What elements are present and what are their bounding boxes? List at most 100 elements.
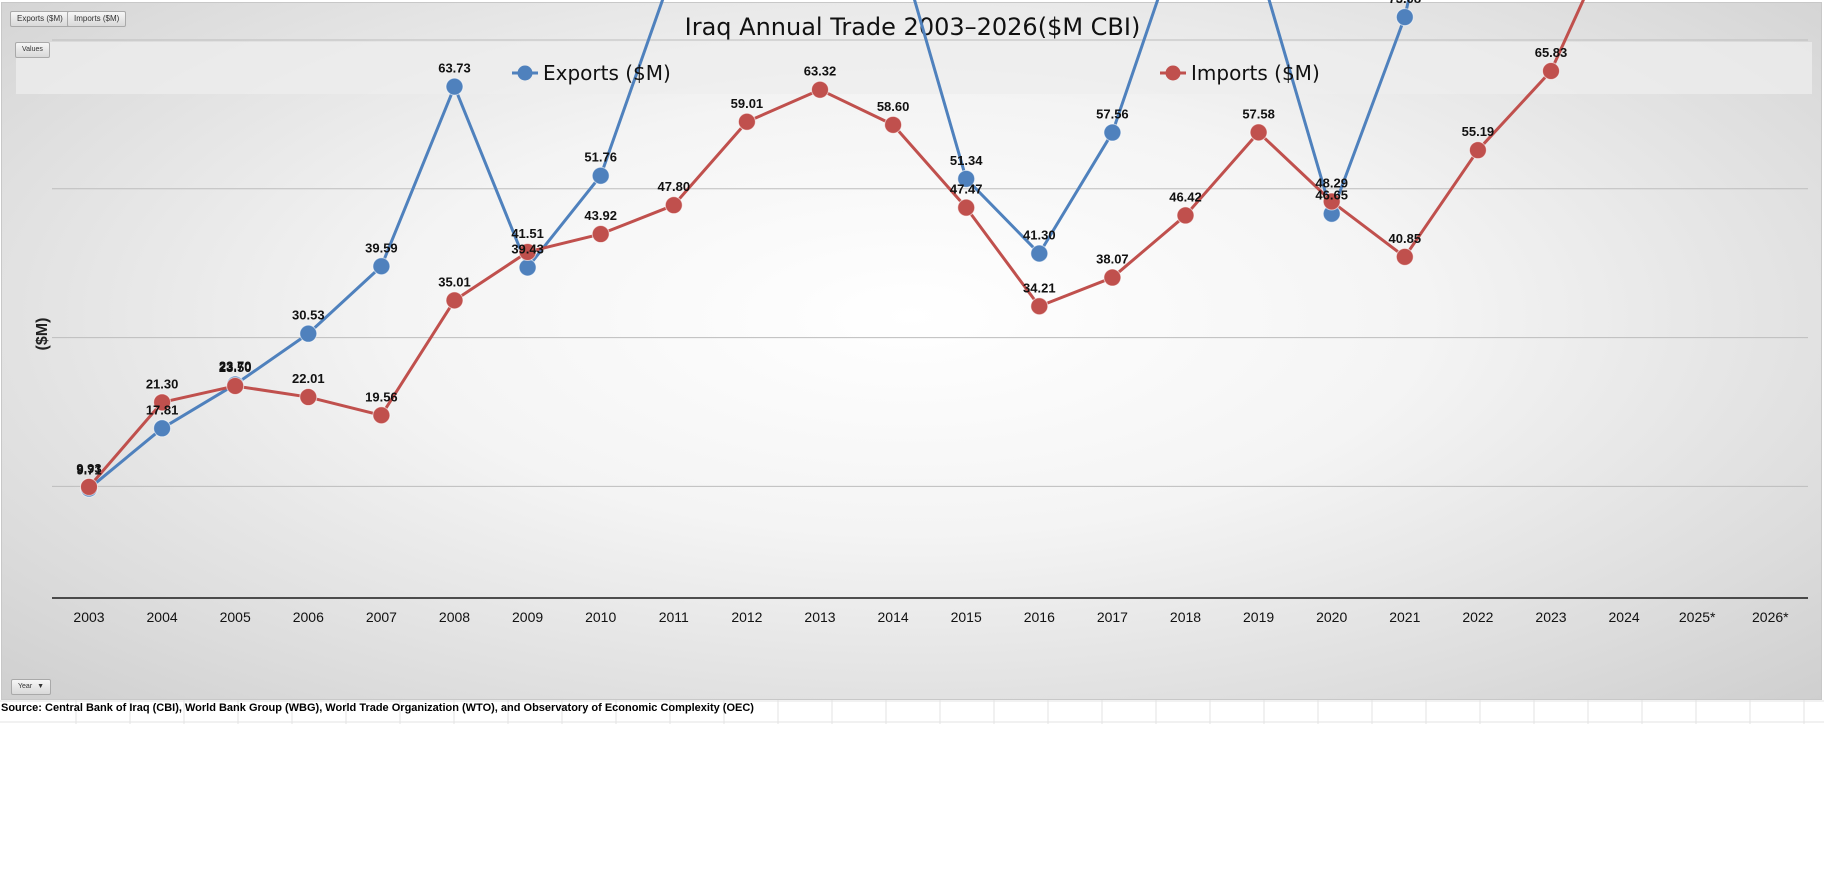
- x-tick-label: 2010: [585, 609, 616, 625]
- imports-data-label: 59.01: [731, 96, 764, 111]
- imports-point: [1322, 192, 1341, 211]
- imports-data-label: 55.19: [1462, 124, 1495, 139]
- imports-data-label: 22.01: [292, 371, 325, 386]
- exports-data-label: 30.53: [292, 308, 325, 323]
- imports-data-label: 46.42: [1169, 189, 1202, 204]
- exports-data-label: 9.71: [76, 463, 101, 478]
- x-tick-label: 2025*: [1679, 609, 1716, 625]
- imports-data-label: 35.01: [438, 274, 471, 289]
- imports-point: [299, 388, 318, 407]
- x-tick-label: 2012: [731, 609, 762, 625]
- legend-band: [16, 42, 1812, 94]
- exports-data-label: 39.43: [511, 241, 544, 256]
- x-tick-label: 2023: [1535, 609, 1566, 625]
- x-tick-label: 2020: [1316, 609, 1347, 625]
- exports-point: [372, 257, 391, 276]
- chart-area: Exports ($M) Imports ($M) Values Year ▼ …: [1, 2, 1822, 700]
- imports-data-label: 40.85: [1389, 231, 1422, 246]
- x-tick-label: 2017: [1097, 609, 1128, 625]
- exports-point: [445, 77, 464, 96]
- exports-point: [957, 169, 976, 188]
- exports-data-label: 39.59: [365, 240, 398, 255]
- exports-data-label: 46.65: [1315, 188, 1348, 203]
- x-tick-label: 2021: [1389, 609, 1420, 625]
- exports-data-label: 41.30: [1023, 228, 1056, 243]
- imports-data-label: 47.80: [658, 179, 691, 194]
- chevron-down-icon: ▼: [37, 683, 45, 690]
- x-tick-label: 2008: [439, 609, 470, 625]
- x-tick-label: 2005: [220, 609, 251, 625]
- exports-point: [1030, 244, 1049, 263]
- legend-marker: [1165, 65, 1181, 81]
- imports-data-label: 19.56: [365, 389, 398, 404]
- x-tick-label: 2024: [1609, 609, 1640, 625]
- imports-point: [518, 242, 537, 261]
- imports-point: [153, 393, 172, 412]
- x-tick-label: 2018: [1170, 609, 1201, 625]
- x-tick-label: 2019: [1243, 609, 1274, 625]
- exports-data-label: 51.34: [950, 153, 983, 168]
- exports-point: [299, 324, 318, 343]
- exports-data-label: 63.73: [438, 61, 471, 76]
- exports-data-label: 57.56: [1096, 107, 1129, 122]
- exports-data-label: 73.08: [1389, 0, 1422, 6]
- imports-point: [957, 198, 976, 217]
- imports-point: [1103, 268, 1122, 287]
- imports-data-label: 21.30: [146, 376, 179, 391]
- x-tick-label: 2013: [804, 609, 835, 625]
- imports-data-label: 43.92: [584, 208, 617, 223]
- imports-point: [226, 376, 245, 395]
- legend-imports-label: Imports ($M): [1191, 61, 1320, 85]
- imports-data-label: 63.32: [804, 64, 837, 79]
- legend-marker: [517, 65, 533, 81]
- exports-data-label: 51.76: [584, 150, 617, 165]
- imports-data-label: 23.50: [219, 360, 252, 375]
- x-tick-label: 2014: [878, 609, 909, 625]
- imports-point: [737, 112, 756, 131]
- imports-point: [1468, 141, 1487, 160]
- imports-data-label: 38.07: [1096, 252, 1129, 267]
- imports-point: [1249, 123, 1268, 142]
- exports-data-label: 17.81: [146, 402, 179, 417]
- imports-point: [372, 406, 391, 425]
- chart-plot: 2003 2004 2005 2006 2007 2008 2009 2010 2011 2012…: [52, 0, 1808, 625]
- imports-data-label: 58.60: [877, 99, 910, 114]
- imports-point: [591, 225, 610, 244]
- source-note: Source: Central Bank of Iraq (CBI), Worl…: [1, 702, 754, 714]
- imports-point: [664, 196, 683, 215]
- exports-point: [591, 166, 610, 185]
- x-tick-label: 2015: [951, 609, 982, 625]
- x-tick-label: 2016: [1024, 609, 1055, 625]
- exports-point: [153, 419, 172, 438]
- x-tick-label: 2026*: [1752, 609, 1789, 625]
- year-field-button[interactable]: Year ▼: [11, 679, 52, 695]
- exports-point: [1103, 123, 1122, 142]
- x-tick-label: 2006: [293, 609, 324, 625]
- imports-point: [1395, 247, 1414, 266]
- imports-data-label: 57.58: [1242, 106, 1275, 121]
- imports-point: [445, 291, 464, 310]
- imports-point: [1542, 62, 1560, 81]
- x-tick-label: 2007: [366, 609, 397, 625]
- x-tick-label: 2004: [147, 609, 178, 625]
- x-tick-label: 2011: [659, 609, 689, 625]
- values-field-button[interactable]: Values: [15, 42, 50, 58]
- x-tick-label: 2003: [73, 609, 104, 625]
- exports-field-button[interactable]: Exports ($M): [10, 11, 70, 27]
- exports-data-label: 23.70: [219, 358, 252, 373]
- imports-field-button[interactable]: Imports ($M): [67, 11, 127, 27]
- imports-point: [884, 115, 903, 134]
- year-field-label: Year: [18, 683, 33, 690]
- chart-title: Iraq Annual Trade 2003–2026($M CBI): [684, 13, 1141, 41]
- spreadsheet-gridlines: [0, 700, 1824, 724]
- imports-data-label: 34.21: [1023, 280, 1056, 295]
- exports-point: [518, 258, 537, 277]
- exports-line: [88, 0, 1411, 490]
- x-tick-label: 2009: [512, 609, 543, 625]
- imports-data-label: 41.51: [511, 226, 544, 241]
- imports-data-label: 48.29: [1315, 176, 1348, 191]
- imports-point: [1176, 206, 1195, 225]
- exports-point: [1395, 8, 1414, 27]
- imports-point: [1030, 297, 1049, 316]
- imports-data-label: 47.47: [950, 182, 983, 197]
